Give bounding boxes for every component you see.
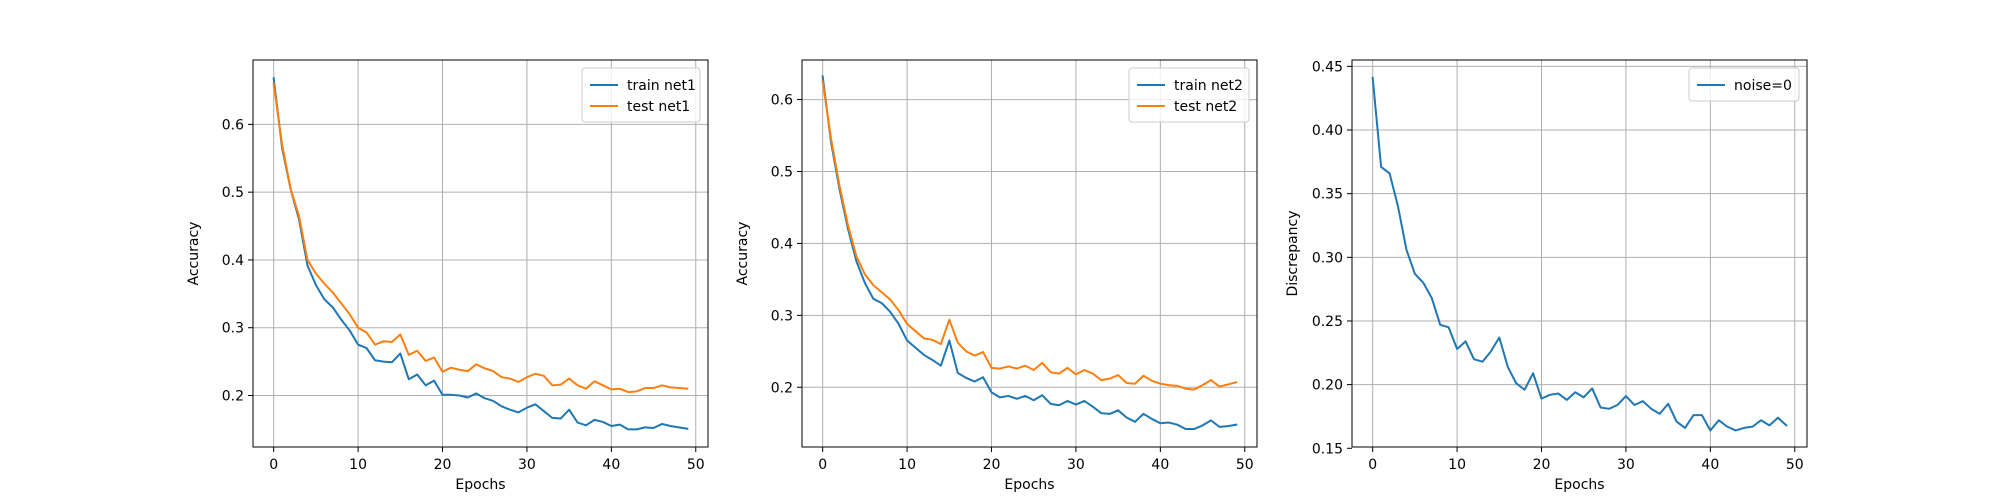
chart-2-legend-label-2: test net2	[1174, 99, 1237, 115]
chart-3-y-tick-label: 0.35	[1312, 187, 1343, 203]
chart-1-x-tick-label: 50	[687, 457, 705, 473]
chart-2-axes-frame	[801, 59, 1258, 448]
chart-3-y-tick-label: 0.30	[1312, 250, 1343, 266]
chart-1: 0 10 20 30 40 50 0.2 0.3 0.4 0.5 0.6 Epochs Accuracy…	[186, 59, 709, 493]
chart-3-axes-frame	[1351, 59, 1808, 448]
chart-1-series-line-2	[272, 82, 689, 394]
chart-3-y-tick-label: 0.45	[1312, 59, 1343, 75]
chart-2-series-line-1	[821, 75, 1238, 431]
chart-2-x-tick-label: 10	[898, 457, 916, 473]
chart-1-legend: train net1 test net1	[581, 67, 701, 123]
chart-1-y-tick-label: 0.5	[222, 185, 244, 201]
chart-3-y-axis-label: Discrepancy	[1285, 210, 1301, 296]
chart-1-x-tick-label: 40	[602, 457, 620, 473]
chart-2-x-tick-label: 40	[1151, 457, 1169, 473]
chart-1-legend-label-1: train net1	[627, 78, 696, 94]
chart-3-legend-label-1: noise=0	[1734, 78, 1792, 94]
chart-2-y-tick-label: 0.5	[771, 164, 793, 180]
chart-2-x-tick-label: 50	[1236, 457, 1254, 473]
chart-2-legend-label-1: train net2	[1174, 78, 1243, 94]
chart-1-x-tick-label: 20	[434, 457, 452, 473]
chart-2-x-tick-label: 30	[1067, 457, 1085, 473]
chart-3-legend: noise=0	[1688, 67, 1800, 102]
chart-3-y-tick-label: 0.25	[1312, 314, 1343, 330]
chart-3-x-tick-label: 20	[1533, 457, 1551, 473]
chart-2-x-tick-label: 0	[818, 457, 827, 473]
chart-1-y-tick-label: 0.6	[222, 117, 244, 133]
chart-1-y-tick-label: 0.3	[222, 321, 244, 337]
chart-3-series-line-1	[1371, 76, 1788, 432]
chart-2-series-line-2	[821, 80, 1238, 391]
chart-2: 0 10 20 30 40 50 0.2 0.3 0.4 0.5 0.6 Epochs Accuracy…	[735, 59, 1258, 493]
chart-1-series-line-1	[272, 77, 689, 431]
chart-2-y-axis-label: Accuracy	[735, 222, 751, 286]
chart-3: 0 10 20 30 40 50 0.15 0.20 0.25 0.30 0.35 0.40 0.45 E…	[1285, 59, 1808, 493]
chart-1-x-tick-label: 30	[518, 457, 536, 473]
chart-1-y-tick-label: 0.2	[222, 388, 244, 404]
chart-1-x-tick-label: 10	[349, 457, 367, 473]
chart-3-y-tick-label: 0.15	[1312, 441, 1343, 457]
chart-2-legend-box	[1128, 67, 1250, 123]
chart-3-x-axis-label: Epochs	[1554, 477, 1604, 493]
chart-2-x-axis-label: Epochs	[1004, 477, 1054, 493]
chart-2-legend: train net2 test net2	[1128, 67, 1250, 123]
chart-3-legend-box	[1688, 67, 1800, 102]
chart-2-y-tick-label: 0.4	[771, 236, 793, 252]
chart-3-x-tick-label: 40	[1701, 457, 1719, 473]
chart-1-y-tick-label: 0.4	[222, 253, 244, 269]
chart-1-axes-frame	[252, 59, 709, 448]
chart-1-x-axis-label: Epochs	[455, 477, 505, 493]
chart-3-x-tick-label: 30	[1617, 457, 1635, 473]
chart-3-y-tick-label: 0.20	[1312, 378, 1343, 394]
chart-1-legend-box	[581, 67, 701, 123]
chart-3-x-tick-label: 10	[1448, 457, 1466, 473]
chart-2-x-tick-label: 20	[983, 457, 1001, 473]
chart-3-x-tick-label: 50	[1786, 457, 1804, 473]
chart-1-legend-label-2: test net1	[627, 99, 690, 115]
chart-1-x-tick-label: 0	[269, 457, 278, 473]
chart-3-x-tick-label: 0	[1368, 457, 1377, 473]
chart-2-y-tick-label: 0.3	[771, 308, 793, 324]
chart-2-y-tick-label: 0.2	[771, 380, 793, 396]
chart-3-y-tick-label: 0.40	[1312, 123, 1343, 139]
chart-2-y-tick-label: 0.6	[771, 93, 793, 109]
chart-1-y-axis-label: Accuracy	[186, 222, 202, 286]
